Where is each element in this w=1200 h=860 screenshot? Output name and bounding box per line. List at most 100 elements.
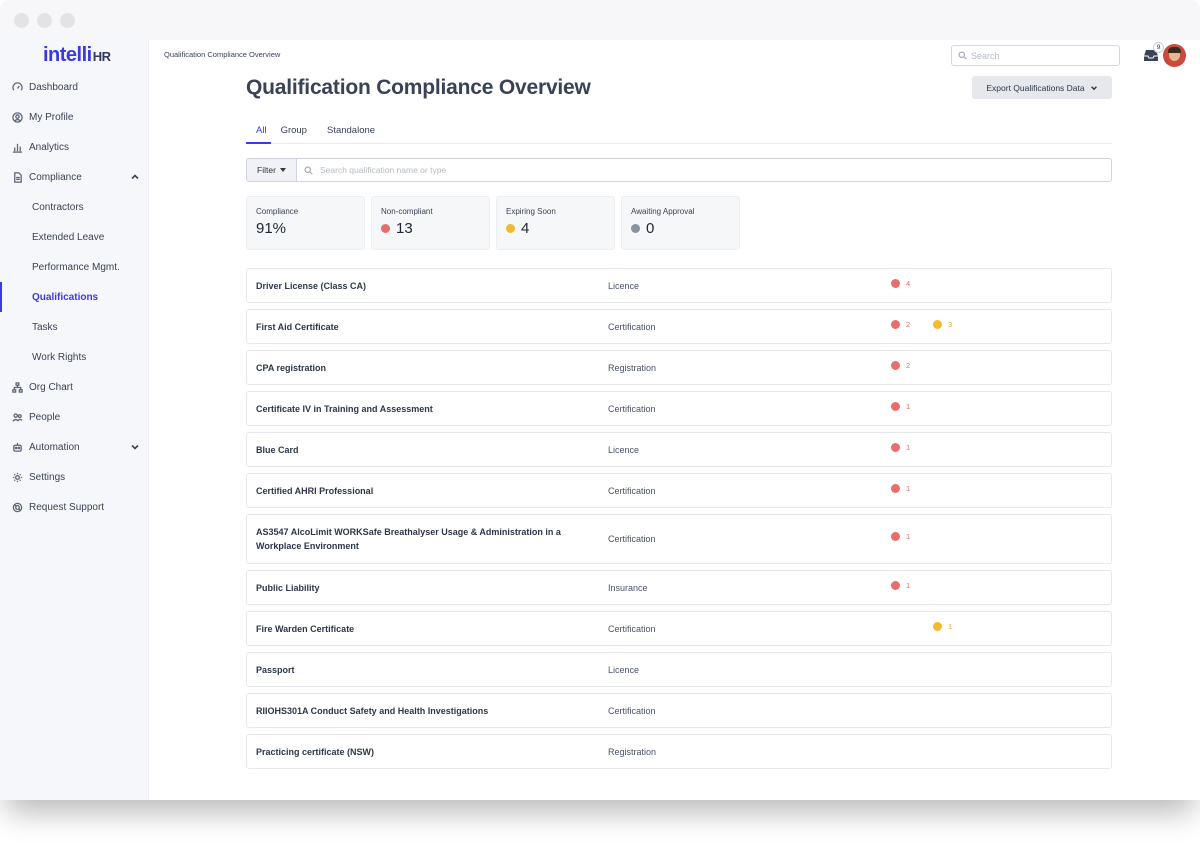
non-compliant-count: 1	[891, 443, 910, 452]
inbox-icon[interactable]	[1143, 48, 1159, 62]
table-row[interactable]: Blue Card Licence 1	[246, 432, 1112, 467]
qualification-name: First Aid Certificate	[256, 321, 339, 332]
filter-button[interactable]: Filter	[246, 158, 296, 182]
table-row[interactable]: RIIOHS301A Conduct Safety and Health Inv…	[246, 693, 1112, 728]
sidebar-item-qualifications[interactable]: Qualifications	[0, 282, 149, 312]
user-avatar[interactable]	[1163, 44, 1186, 67]
non-compliant-count: 2	[891, 361, 910, 370]
window-minimize-control[interactable]	[37, 12, 52, 28]
sidebar-item-label: Automation	[29, 441, 80, 453]
avatar-face	[1169, 49, 1180, 61]
stat-value: 0	[646, 220, 655, 237]
table-row[interactable]: Public Liability Insurance 1	[246, 570, 1112, 605]
table-row[interactable]: Certificate IV in Training and Assessmen…	[246, 391, 1112, 426]
qualification-type: Licence	[608, 664, 640, 675]
expiring-count: 1	[933, 622, 952, 631]
sidebar-item-work-rights[interactable]: Work Rights	[0, 342, 149, 372]
sidebar-item-performance-mgmt[interactable]: Performance Mgmt.	[0, 252, 149, 282]
inbox-count-badge: 9	[1153, 42, 1164, 53]
stat-label: Expiring Soon	[506, 207, 556, 216]
table-row[interactable]: Fire Warden Certificate Certification 1	[246, 611, 1112, 646]
stat-value: 4	[521, 220, 530, 237]
qualification-type: Certification	[608, 534, 656, 544]
table-row[interactable]: AS3547 AlcoLimit WORKSafe Breathalyser U…	[246, 514, 1112, 564]
status-dot-icon	[381, 224, 390, 233]
qualification-type: Insurance	[608, 582, 648, 593]
sidebar-item-label: Org Chart	[29, 381, 73, 393]
table-row[interactable]: CPA registration Registration 2	[246, 350, 1112, 385]
qualification-name: Practicing certificate (NSW)	[256, 746, 375, 757]
sidebar-item-label: People	[29, 411, 61, 423]
tab-all[interactable]: All	[246, 123, 271, 144]
count-value: 4	[906, 279, 911, 288]
non-compliant-count: 4	[891, 279, 910, 288]
stat-value: 13	[396, 220, 413, 237]
table-row[interactable]: Certified AHRI Professional Certification…	[246, 473, 1112, 508]
stat-card-awaiting-approval: Awaiting Approval 0	[621, 196, 740, 250]
qualification-search-input[interactable]	[320, 165, 1080, 175]
table-row[interactable]: Passport Licence	[246, 652, 1112, 687]
support-icon	[11, 501, 23, 513]
sidebar-item-contractors[interactable]: Contractors	[0, 192, 149, 222]
table-row[interactable]: Driver License (Class CA) Licence 4	[246, 268, 1112, 303]
sidebar-item-tasks[interactable]: Tasks	[0, 312, 149, 342]
intellihr-logo[interactable]: intelliHR	[43, 44, 111, 67]
window-maximize-control[interactable]	[60, 12, 75, 28]
chevron-down-icon[interactable]	[130, 442, 140, 452]
qualification-search[interactable]	[296, 158, 1112, 182]
chevron-down-icon	[1090, 85, 1097, 90]
sidebar-item-compliance[interactable]: Compliance	[0, 162, 149, 192]
global-search-input[interactable]	[971, 50, 1111, 61]
sidebar-item-my-profile[interactable]: My Profile	[0, 102, 149, 132]
sidebar-item-dashboard[interactable]: Dashboard	[0, 72, 149, 102]
qualification-tabs: All Group Standalone	[246, 123, 1112, 144]
red-dot-icon	[891, 279, 900, 288]
sidebar-item-settings[interactable]: Settings	[0, 462, 149, 492]
red-dot-icon	[891, 361, 900, 370]
sidebar-item-automation[interactable]: Automation	[0, 432, 149, 462]
yellow-dot-icon	[933, 622, 942, 631]
stat-value-row: 0	[631, 220, 739, 237]
table-row[interactable]: First Aid Certificate Certification 2 3	[246, 309, 1112, 344]
sidebar-item-org-chart[interactable]: Org Chart	[0, 372, 149, 402]
qualification-name: RIIOHS301A Conduct Safety and Health Inv…	[256, 705, 489, 716]
sidebar-item-label: Contractors	[32, 201, 84, 213]
red-dot-icon	[891, 443, 900, 452]
qualification-type: Licence	[608, 280, 640, 291]
window-close-control[interactable]	[14, 12, 29, 28]
qualification-type: Registration	[608, 746, 657, 757]
sidebar-item-request-support[interactable]: Request Support	[0, 492, 149, 522]
sidebar-item-label: Analytics	[29, 141, 70, 153]
qualification-name: Certificate IV in Training and Assessmen…	[256, 403, 433, 414]
export-qualifications-button[interactable]: Export Qualifications Data	[972, 76, 1112, 99]
sidebar-item-label: Settings	[29, 471, 66, 483]
sidebar-item-label: Work Rights	[32, 351, 87, 363]
tab-group[interactable]: Group	[280, 125, 307, 136]
global-search[interactable]	[951, 45, 1120, 66]
count-value: 1	[948, 622, 953, 631]
chevron-up-icon[interactable]	[130, 172, 140, 182]
sidebar-item-people[interactable]: People	[0, 402, 149, 432]
qualification-list: Driver License (Class CA) Licence 4 First A…	[246, 268, 1112, 775]
stat-label: Non-compliant	[381, 207, 433, 216]
count-value: 3	[948, 320, 953, 329]
count-value: 1	[906, 532, 911, 541]
breadcrumb[interactable]: Qualification Compliance Overview	[164, 50, 281, 59]
tab-standalone[interactable]: Standalone	[326, 125, 376, 136]
red-dot-icon	[891, 484, 900, 493]
stat-value-row: 91%	[256, 220, 364, 237]
stat-value-row: 4	[506, 220, 614, 237]
sidebar-item-label: Qualifications	[32, 291, 99, 303]
stat-label: Compliance	[256, 207, 299, 216]
sidebar-item-analytics[interactable]: Analytics	[0, 132, 149, 162]
qualification-type: Registration	[608, 362, 657, 373]
qualification-name: CPA registration	[256, 362, 327, 373]
page-title: Qualification Compliance Overview	[246, 76, 591, 99]
qualification-type: Licence	[608, 444, 640, 455]
window-titlebar	[0, 0, 1200, 40]
table-row[interactable]: Practicing certificate (NSW) Registration	[246, 734, 1112, 769]
qualification-name: Passport	[256, 664, 295, 675]
sidebar-item-extended-leave[interactable]: Extended Leave	[0, 222, 149, 252]
sidebar-item-label: Request Support	[29, 501, 105, 513]
qualification-name: AS3547 AlcoLimit WORKSafe Breathalyser U…	[256, 527, 561, 551]
